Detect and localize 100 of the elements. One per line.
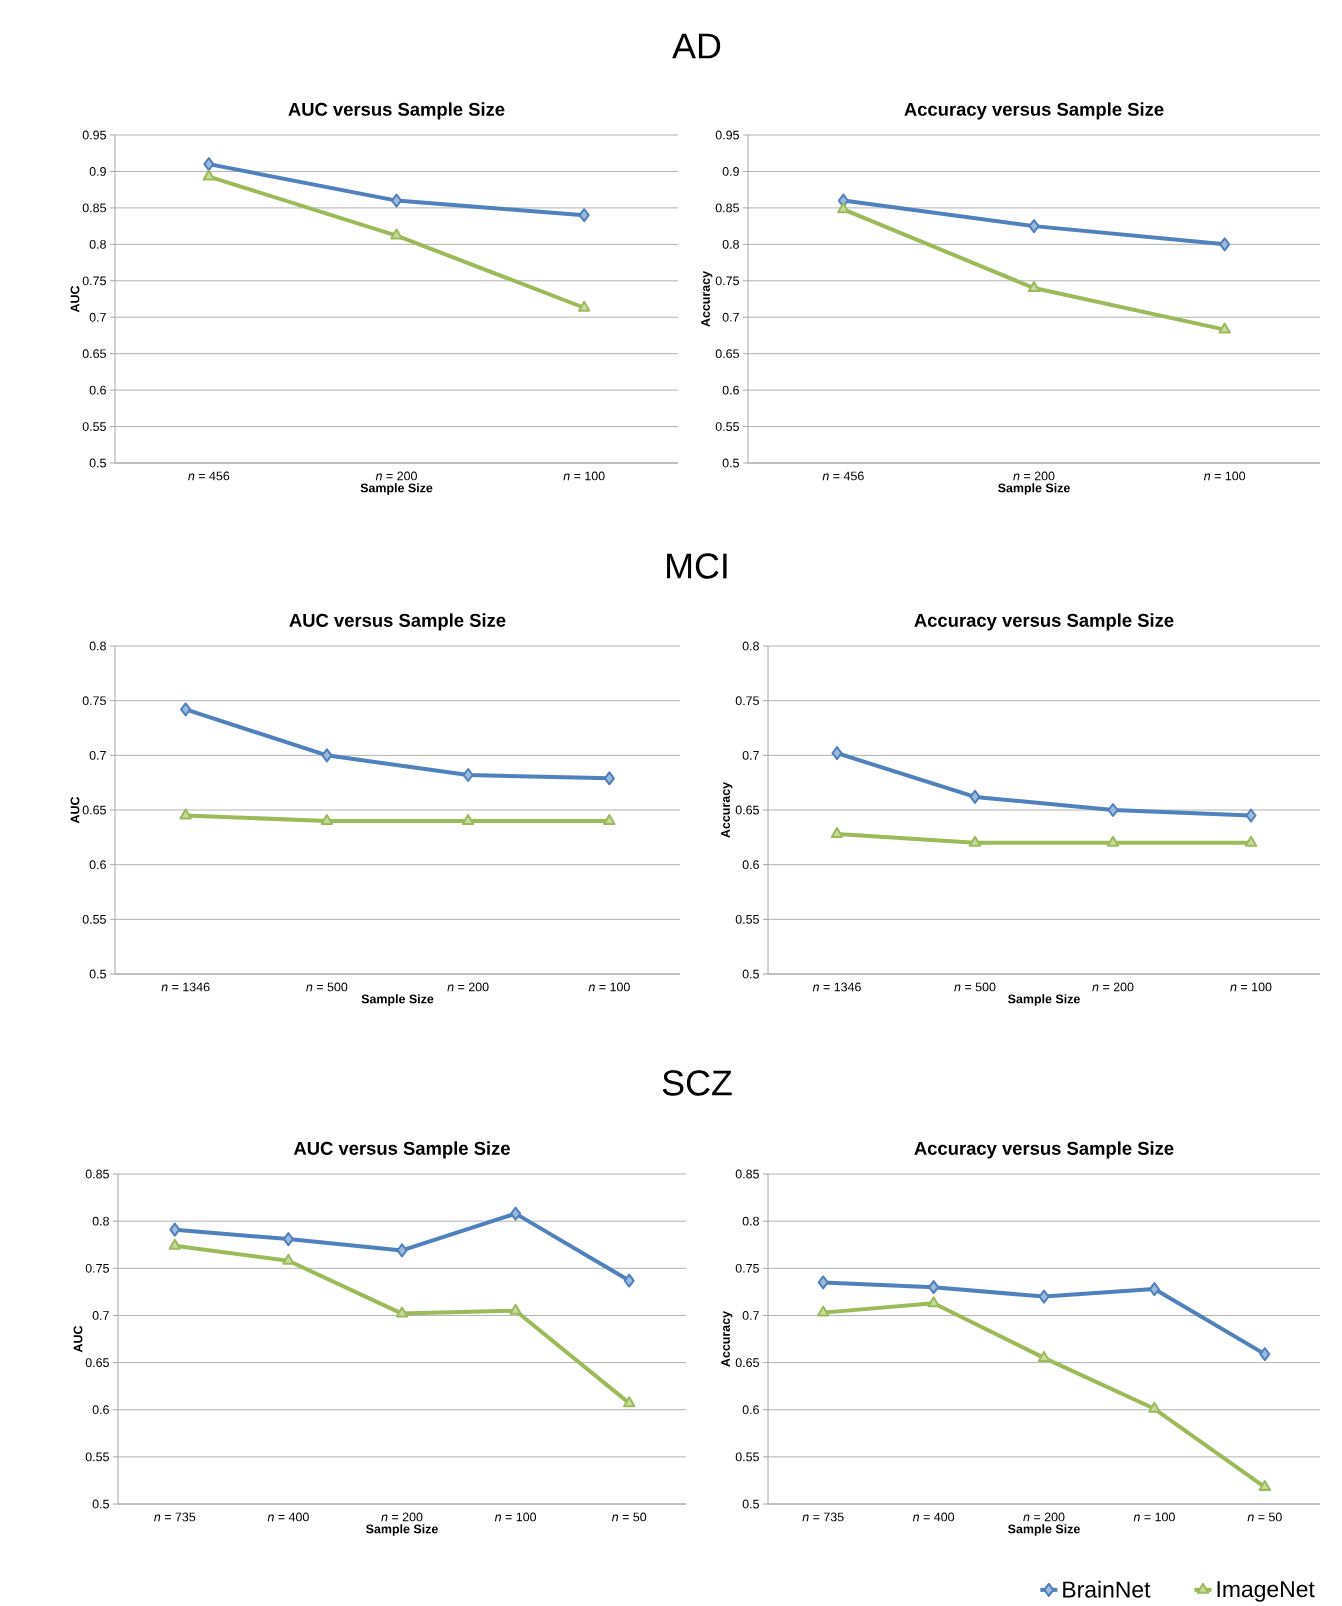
point <box>1245 808 1257 823</box>
x-tick-label: n = 200 <box>447 982 489 992</box>
x-tick-label: n = 100 <box>588 982 630 992</box>
point <box>320 813 334 825</box>
text: MCI <box>667 553 727 579</box>
x-tick-label: n = 735 <box>154 1512 196 1522</box>
point <box>623 1396 636 1408</box>
x-axis-title: Sample Size <box>366 1524 438 1536</box>
y-tick-label: 0.55 <box>715 422 739 431</box>
y-axis-title: Accuracy <box>701 271 713 327</box>
x-tick-label: n = 1346 <box>812 982 861 992</box>
x-tick-label: n = 456 <box>188 471 230 481</box>
x-tick-label: n = 100 <box>563 471 605 481</box>
x-tick-label: n = 200 <box>381 1512 423 1522</box>
x-tick-label: n = 400 <box>912 1512 955 1522</box>
point <box>169 1222 181 1237</box>
y-tick-label: 0.6 <box>742 1405 759 1415</box>
y-tick-label: 0.65 <box>735 1358 759 1367</box>
point <box>396 1243 408 1258</box>
x-axis-title: Sample Size <box>1008 994 1080 1006</box>
point <box>462 768 474 783</box>
x-tick-label: n = 200 <box>375 471 417 481</box>
y-tick-label: 0.7 <box>742 1311 759 1320</box>
point <box>461 813 475 825</box>
y-axis-title: AUC <box>70 285 80 313</box>
x-axis-title: Sample Size <box>360 483 433 495</box>
point <box>1027 281 1041 293</box>
point <box>1107 803 1119 818</box>
y-tick-label: 0.5 <box>89 969 106 979</box>
text: AD <box>672 33 721 59</box>
x-tick-label: n = 100 <box>1133 1512 1175 1522</box>
y-tick-label: 0.85 <box>715 203 739 213</box>
y-tick-label: 0.6 <box>92 1405 109 1415</box>
y-tick-label: 0.85 <box>735 1169 759 1179</box>
y-tick-label: 0.8 <box>742 641 759 651</box>
x-tick-label: n = 735 <box>802 1512 844 1522</box>
point <box>282 1232 294 1247</box>
point <box>1148 1401 1161 1413</box>
y-tick-label: 0.6 <box>89 385 106 395</box>
point <box>509 1303 522 1315</box>
point <box>928 1280 940 1295</box>
x-tick-label: n = 1346 <box>161 982 210 992</box>
y-tick-label: 0.55 <box>735 1452 759 1462</box>
point <box>510 1206 522 1221</box>
y-tick-label: 0.5 <box>742 1499 759 1509</box>
y-tick-label: 0.8 <box>92 1216 109 1226</box>
point <box>603 813 616 825</box>
y-tick-label: 0.85 <box>82 203 106 213</box>
point <box>1258 1480 1272 1492</box>
text: SCZ <box>662 1070 732 1096</box>
x-tick-label: n = 100 <box>1203 471 1246 481</box>
x-tick-label: n = 100 <box>1230 982 1272 992</box>
point <box>1038 1289 1050 1304</box>
y-tick-label: 0.9 <box>722 167 739 176</box>
chart-title: AUC versus Sample Size <box>289 613 506 631</box>
point <box>1106 835 1120 847</box>
x-axis-title: Sample Size <box>361 994 434 1006</box>
y-axis-title: Accuracy <box>721 782 733 838</box>
point <box>395 1306 409 1318</box>
point <box>969 789 981 804</box>
y-axis-title: AUC <box>70 796 80 824</box>
point <box>1244 835 1258 847</box>
x-tick-label: n = 400 <box>267 1512 309 1522</box>
x-tick-label: n = 500 <box>954 982 996 992</box>
point <box>1218 322 1231 334</box>
y-tick-label: 0.5 <box>742 969 759 979</box>
point <box>391 193 402 208</box>
y-tick-label: 0.95 <box>715 130 739 140</box>
point <box>390 228 403 240</box>
y-tick-label: 0.6 <box>89 860 106 870</box>
chart-title: AUC versus Sample Size <box>288 102 505 120</box>
x-tick-label: n = 200 <box>1023 1512 1065 1522</box>
x-tick-label: n = 200 <box>1013 471 1055 481</box>
point <box>180 702 192 717</box>
y-tick-label: 0.95 <box>82 130 106 140</box>
point <box>202 169 216 181</box>
point <box>817 1305 830 1317</box>
point <box>1259 1347 1271 1362</box>
y-tick-label: 0.55 <box>735 914 759 924</box>
chart-title: Accuracy versus Sample Size <box>914 1141 1174 1159</box>
legend-label: ImageNet <box>1217 1581 1315 1602</box>
x-tick-label: n = 50 <box>611 1512 647 1522</box>
y-tick-label: 0.85 <box>85 1169 109 1179</box>
y-tick-label: 0.75 <box>82 696 106 706</box>
x-tick-label: n = 50 <box>1247 1512 1282 1522</box>
y-tick-label: 0.55 <box>85 1452 109 1462</box>
x-tick-label: n = 500 <box>306 982 348 992</box>
y-axis-title: AUC <box>73 1325 83 1353</box>
y-tick-label: 0.75 <box>82 276 106 286</box>
point <box>1148 1282 1160 1297</box>
x-axis-title: Sample Size <box>1008 1524 1080 1536</box>
point <box>1219 237 1231 252</box>
y-tick-label: 0.9 <box>89 167 106 176</box>
y-tick-label: 0.65 <box>82 805 106 815</box>
y-tick-label: 0.8 <box>722 239 739 249</box>
x-tick-label: n = 100 <box>494 1512 537 1522</box>
y-tick-label: 0.65 <box>735 805 759 815</box>
x-tick-label: n = 200 <box>1092 982 1134 992</box>
y-tick-label: 0.5 <box>92 1499 109 1509</box>
point <box>578 208 590 223</box>
